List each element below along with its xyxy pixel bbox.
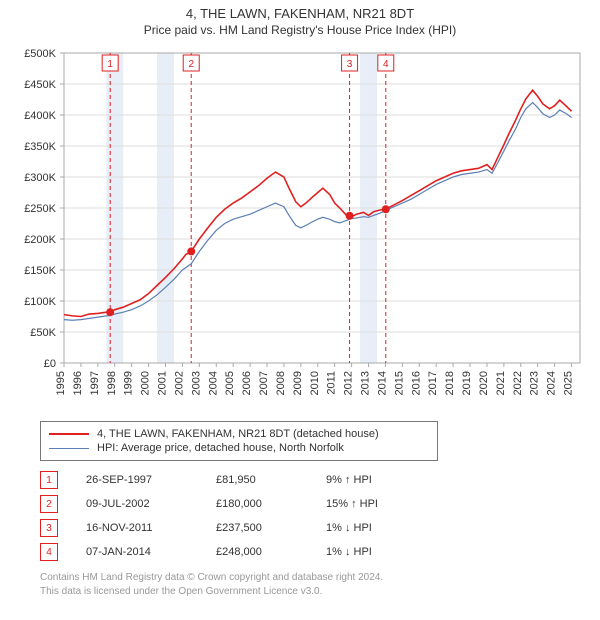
sale-date: 26-SEP-1997: [86, 474, 216, 486]
svg-text:2005: 2005: [224, 371, 236, 395]
svg-text:2016: 2016: [410, 371, 422, 395]
sale-row: 3 16-NOV-2011£237,5001% ↓ HPI: [40, 519, 600, 537]
chart: £0 £50K £100K £150K £200K £250K £300K £350K £400…: [10, 43, 590, 413]
footnote: Contains HM Land Registry data © Crown c…: [40, 571, 600, 598]
svg-text:1995: 1995: [55, 371, 67, 395]
footnote-line: Contains HM Land Registry data © Crown c…: [40, 571, 600, 585]
sale-price: £248,000: [216, 546, 326, 558]
svg-text:2022: 2022: [512, 371, 524, 395]
svg-text:2024: 2024: [546, 371, 558, 395]
svg-text:2009: 2009: [292, 371, 304, 395]
arrow-icon: ↓: [345, 546, 351, 558]
sale-price: £180,000: [216, 498, 326, 510]
sale-row: 1 26-SEP-1997£81,9509% ↑ HPI: [40, 471, 600, 489]
legend-label: HPI: Average price, detached house, Nort…: [97, 442, 344, 454]
sale-price: £237,500: [216, 522, 326, 534]
svg-text:2007: 2007: [258, 371, 270, 395]
svg-text:£0: £0: [44, 358, 56, 370]
sales-table: 126-SEP-1997£81,9509% ↑ HPI209-JUL-2002£…: [40, 471, 600, 561]
svg-text:2023: 2023: [529, 371, 541, 395]
title-line-2: Price paid vs. HM Land Registry's House …: [0, 23, 600, 37]
svg-text:£50K: £50K: [30, 327, 56, 339]
svg-text:£450K: £450K: [24, 79, 56, 91]
sale-delta: 1% ↓ HPI: [326, 522, 436, 534]
svg-text:2025: 2025: [563, 371, 575, 395]
legend-swatch-price: [49, 433, 89, 435]
chart-svg: £0 £50K £100K £150K £200K £250K £300K £350K £400…: [10, 43, 590, 413]
svg-text:£150K: £150K: [24, 265, 56, 277]
svg-text:2003: 2003: [190, 371, 202, 395]
sale-price: £81,950: [216, 474, 326, 486]
svg-text:2018: 2018: [444, 371, 456, 395]
svg-text:2015: 2015: [393, 371, 405, 395]
svg-text:2008: 2008: [275, 371, 287, 395]
sale-date: 07-JAN-2014: [86, 546, 216, 558]
sale-row: 2 09-JUL-2002£180,00015% ↑ HPI: [40, 495, 600, 513]
legend-row: HPI: Average price, detached house, Nort…: [49, 442, 429, 454]
legend-row: 4, THE LAWN, FAKENHAM, NR21 8DT (detache…: [49, 428, 429, 440]
svg-text:2014: 2014: [376, 371, 388, 395]
sale-delta: 15% ↑ HPI: [326, 498, 436, 510]
sale-delta: 9% ↑ HPI: [326, 474, 436, 486]
sale-marker: 4: [40, 543, 58, 561]
legend-swatch-hpi: [49, 448, 89, 449]
footnote-line: This data is licensed under the Open Gov…: [40, 585, 600, 599]
svg-text:2001: 2001: [157, 371, 169, 395]
svg-text:2020: 2020: [478, 371, 490, 395]
sale-marker: 3: [40, 519, 58, 537]
svg-text:£250K: £250K: [24, 203, 56, 215]
svg-text:£300K: £300K: [24, 172, 56, 184]
svg-text:£350K: £350K: [24, 141, 56, 153]
svg-text:£200K: £200K: [24, 234, 56, 246]
svg-text:2011: 2011: [326, 371, 338, 395]
svg-text:2000: 2000: [140, 371, 152, 395]
sale-marker: 2: [40, 495, 58, 513]
svg-text:4: 4: [383, 59, 389, 70]
svg-text:2010: 2010: [309, 371, 321, 395]
svg-text:2002: 2002: [173, 371, 185, 395]
svg-text:2021: 2021: [495, 371, 507, 395]
sale-delta: 1% ↓ HPI: [326, 546, 436, 558]
sale-row: 4 07-JAN-2014£248,0001% ↓ HPI: [40, 543, 600, 561]
sale-date: 16-NOV-2011: [86, 522, 216, 534]
svg-text:2004: 2004: [207, 371, 219, 395]
arrow-icon: ↑: [351, 498, 357, 510]
svg-text:2006: 2006: [241, 371, 253, 395]
svg-text:2: 2: [188, 59, 194, 70]
svg-text:3: 3: [347, 59, 353, 70]
sale-marker: 1: [40, 471, 58, 489]
title-line-1: 4, THE LAWN, FAKENHAM, NR21 8DT: [0, 6, 600, 21]
svg-text:1: 1: [107, 59, 113, 70]
svg-text:£400K: £400K: [24, 110, 56, 122]
svg-text:1998: 1998: [106, 371, 118, 395]
arrow-icon: ↑: [345, 474, 351, 486]
svg-text:£100K: £100K: [24, 296, 56, 308]
arrow-icon: ↓: [345, 522, 351, 534]
svg-text:1999: 1999: [123, 371, 135, 395]
svg-text:£500K: £500K: [24, 48, 56, 60]
svg-text:1996: 1996: [72, 371, 84, 395]
svg-text:2019: 2019: [461, 371, 473, 395]
svg-text:2012: 2012: [343, 371, 355, 395]
legend: 4, THE LAWN, FAKENHAM, NR21 8DT (detache…: [40, 421, 438, 461]
legend-label: 4, THE LAWN, FAKENHAM, NR21 8DT (detache…: [97, 428, 379, 440]
svg-text:1997: 1997: [89, 371, 101, 395]
svg-text:2017: 2017: [427, 371, 439, 395]
sale-date: 09-JUL-2002: [86, 498, 216, 510]
svg-text:2013: 2013: [360, 371, 372, 395]
